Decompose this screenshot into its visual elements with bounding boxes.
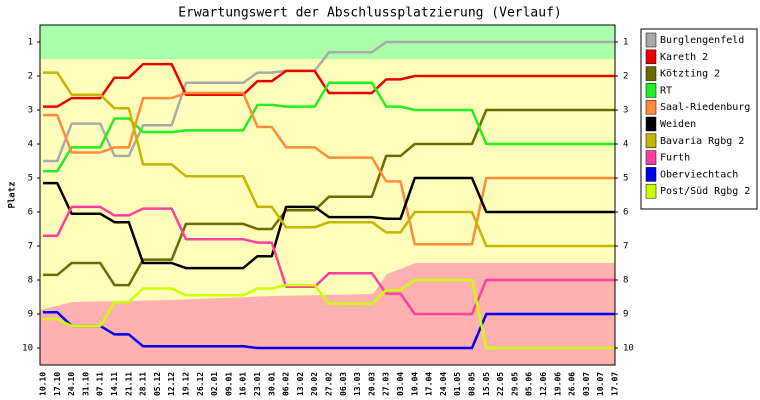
y2-tick-label: 5: [623, 174, 628, 184]
x-tick-label: 29.05: [510, 372, 519, 396]
y-tick-label: 2: [28, 72, 33, 82]
legend-swatch: [645, 49, 657, 65]
legend-swatch: [645, 83, 657, 98]
legend-label: Burglengenfeld: [660, 35, 744, 46]
y2-tick-label: 8: [623, 276, 628, 286]
series-line: [43, 40, 615, 163]
y2-tick-label: 2: [623, 72, 628, 82]
x-tick-label: 16.01: [239, 372, 248, 396]
x-tick-label: 02.01: [210, 372, 219, 396]
x-tick-label: 07.11: [96, 372, 105, 396]
x-tick-label: 08.05: [468, 372, 477, 396]
series-line: [43, 62, 615, 108]
x-tick-label: 20.03: [367, 372, 376, 396]
y-tick-label: 4: [28, 140, 33, 150]
x-tick-label: 17.10: [53, 372, 62, 396]
x-tick-label: 22.05: [496, 372, 505, 396]
x-tick-label: 05.12: [153, 372, 162, 396]
legend-label: Saal-Riedenburg: [660, 102, 750, 113]
x-tick-label: 10.04: [410, 372, 419, 396]
y-tick-label: 10: [22, 344, 33, 354]
x-tick-label: 03.07: [582, 372, 591, 396]
y-tick-label: 5: [28, 174, 33, 184]
legend-box: [640, 28, 758, 210]
x-tick-label: 05.06: [525, 372, 534, 396]
x-tick-label: 17.07: [611, 372, 620, 396]
y-tick-label: 3: [28, 106, 33, 116]
y-tick-label: 7: [28, 242, 33, 252]
y-tick-label: 9: [28, 310, 33, 320]
x-tick-label: 17.04: [425, 372, 434, 396]
y2-tick-label: 1: [623, 38, 628, 48]
legend-swatch: [645, 150, 657, 165]
x-tick-label: 31.10: [81, 372, 90, 396]
y2-tick-label: 6: [623, 208, 628, 218]
legend-label: Post/Süd Rgbg 2: [660, 186, 750, 197]
y-tick-label: 8: [28, 276, 33, 286]
series-line: [43, 71, 615, 248]
x-tick-label: 13.02: [296, 372, 305, 396]
y2-tick-label: 3: [623, 106, 628, 116]
x-tick-label: 03.04: [396, 372, 405, 396]
zone-bottom: [40, 263, 615, 365]
y-tick-label: 6: [28, 208, 33, 218]
x-tick-label: 27.02: [325, 372, 334, 396]
x-tick-label: 23.01: [253, 372, 262, 396]
x-tick-label: 26.06: [568, 372, 577, 396]
x-tick-label: 09.01: [224, 372, 233, 396]
series-line: [43, 81, 615, 173]
x-tick-label: 28.11: [139, 372, 148, 396]
legend-swatch: [645, 183, 657, 199]
x-tick-label: 10.10: [39, 372, 48, 396]
y2-tick-label: 9: [623, 310, 628, 320]
legend-label: Kötzting 2: [660, 69, 720, 80]
x-tick-label: 19.12: [182, 372, 191, 396]
x-tick-label: 26.12: [196, 372, 205, 396]
x-tick-label: 20.02: [310, 372, 319, 396]
legend-swatch: [645, 167, 657, 182]
x-tick-label: 27.03: [382, 372, 391, 396]
series-line: [43, 108, 615, 287]
legend-label: Furth: [660, 153, 690, 164]
legend-swatch: [645, 116, 657, 132]
series-line: [43, 176, 615, 270]
x-tick-label: 14.11: [110, 372, 119, 396]
x-tick-label: 01.05: [453, 372, 462, 396]
legend-label: Weiden: [660, 119, 696, 130]
legend-label: Oberviechtach: [660, 169, 738, 180]
series-line: [43, 205, 615, 316]
x-tick-label: 12.12: [167, 372, 176, 396]
legend-label: RT: [660, 85, 672, 96]
x-tick-label: 13.03: [353, 372, 362, 396]
legend-label: Bavaria Rgbg 2: [660, 136, 744, 147]
y-axis-label: Platz: [8, 181, 18, 208]
y2-tick-label: 7: [623, 242, 628, 252]
series-line: [43, 91, 615, 246]
y-tick-label: 1: [28, 38, 33, 48]
y2-tick-label: 4: [623, 140, 628, 150]
x-tick-label: 10.07: [596, 372, 605, 396]
x-tick-label: 24.10: [67, 372, 76, 396]
chart-title: Erwartungswert der Abschlussplatzierung …: [178, 6, 562, 21]
series-line: [43, 278, 615, 350]
series-line: [43, 311, 615, 350]
legend-label: Kareth 2: [660, 52, 708, 63]
y2-tick-label: 10: [623, 344, 634, 354]
legend-swatch: [645, 99, 657, 115]
legend-swatch: [645, 32, 657, 48]
x-tick-label: 06.02: [282, 372, 291, 396]
x-tick-label: 06.03: [339, 372, 348, 396]
x-tick-label: 19.06: [553, 372, 562, 396]
x-tick-label: 24.04: [439, 372, 448, 396]
x-tick-label: 15.05: [482, 372, 491, 396]
legend-swatch: [645, 66, 657, 81]
legend-swatch: [645, 133, 657, 149]
x-tick-label: 12.06: [539, 372, 548, 396]
plot-frame: [39, 24, 616, 366]
x-tick-label: 21.11: [124, 372, 133, 396]
x-tick-label: 30.01: [267, 372, 276, 396]
